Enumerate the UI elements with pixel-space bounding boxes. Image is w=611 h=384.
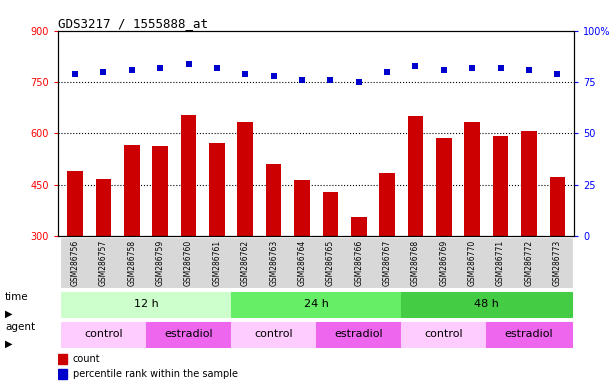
Bar [316, 238, 345, 288]
Bar [231, 322, 316, 346]
Bar [146, 322, 231, 346]
Point [524, 67, 534, 73]
Point [326, 77, 335, 83]
Text: time: time [5, 292, 29, 302]
Point [354, 79, 364, 85]
Text: GSM286771: GSM286771 [496, 240, 505, 286]
Text: estradiol: estradiol [164, 329, 213, 339]
Bar [58, 354, 67, 364]
Text: estradiol: estradiol [334, 329, 383, 339]
Bar [543, 238, 571, 288]
Bar [266, 164, 282, 339]
Bar [61, 322, 146, 346]
Bar [430, 238, 458, 288]
Bar [96, 179, 111, 339]
Bar [549, 177, 565, 339]
Point [467, 65, 477, 71]
Text: GSM286767: GSM286767 [382, 240, 392, 286]
Point [212, 65, 222, 71]
Bar [486, 322, 571, 346]
Text: 24 h: 24 h [304, 299, 329, 309]
Point [439, 67, 448, 73]
Bar [260, 238, 288, 288]
Text: GSM286762: GSM286762 [241, 240, 250, 286]
Bar [464, 122, 480, 339]
Bar [373, 238, 401, 288]
Text: GSM286765: GSM286765 [326, 240, 335, 286]
Bar [401, 238, 430, 288]
Bar [408, 116, 423, 339]
Bar [521, 131, 536, 339]
Text: control: control [84, 329, 123, 339]
Point [127, 67, 137, 73]
Bar [124, 146, 139, 339]
Text: GSM286770: GSM286770 [467, 240, 477, 286]
Bar [379, 173, 395, 339]
Bar [486, 238, 514, 288]
Text: GSM286764: GSM286764 [298, 240, 307, 286]
Text: 12 h: 12 h [134, 299, 158, 309]
Bar [351, 217, 367, 339]
Point [552, 71, 562, 77]
Text: agent: agent [5, 322, 35, 332]
Bar [401, 292, 571, 316]
Text: GSM286768: GSM286768 [411, 240, 420, 286]
Text: GSM286763: GSM286763 [269, 240, 278, 286]
Point [496, 65, 505, 71]
Point [70, 71, 80, 77]
Text: GSM286772: GSM286772 [524, 240, 533, 286]
Text: GSM286769: GSM286769 [439, 240, 448, 286]
Point [240, 71, 250, 77]
Bar [458, 238, 486, 288]
Bar [238, 122, 253, 339]
Text: count: count [73, 354, 100, 364]
Text: GSM286757: GSM286757 [99, 240, 108, 286]
Text: GSM286760: GSM286760 [184, 240, 193, 286]
Bar [323, 192, 338, 339]
Bar [345, 238, 373, 288]
Bar [117, 238, 146, 288]
Bar [203, 238, 231, 288]
Bar [316, 322, 401, 346]
Bar [493, 136, 508, 339]
Bar [436, 137, 452, 339]
Text: GSM286761: GSM286761 [213, 240, 221, 286]
Point [411, 63, 420, 69]
Text: ▶: ▶ [5, 339, 12, 349]
Bar [152, 146, 168, 339]
Bar [61, 292, 231, 316]
Bar [146, 238, 174, 288]
Text: ▶: ▶ [5, 309, 12, 319]
Bar [401, 322, 486, 346]
Bar [58, 369, 67, 379]
Text: GSM286756: GSM286756 [70, 240, 79, 286]
Text: 48 h: 48 h [474, 299, 499, 309]
Text: control: control [425, 329, 463, 339]
Text: percentile rank within the sample: percentile rank within the sample [73, 369, 238, 379]
Bar [514, 238, 543, 288]
Text: GSM286773: GSM286773 [553, 240, 562, 286]
Bar [288, 238, 316, 288]
Point [269, 73, 279, 79]
Point [155, 65, 165, 71]
Bar [181, 114, 196, 339]
Text: GDS3217 / 1555888_at: GDS3217 / 1555888_at [58, 17, 208, 30]
Point [382, 69, 392, 75]
Bar [231, 238, 260, 288]
Text: estradiol: estradiol [505, 329, 554, 339]
Text: GSM286759: GSM286759 [156, 240, 165, 286]
Bar [61, 238, 89, 288]
Text: GSM286758: GSM286758 [127, 240, 136, 286]
Text: control: control [254, 329, 293, 339]
Point [297, 77, 307, 83]
Bar [67, 171, 83, 339]
Point [98, 69, 108, 75]
Bar [231, 292, 401, 316]
Bar [174, 238, 203, 288]
Bar [295, 180, 310, 339]
Text: GSM286766: GSM286766 [354, 240, 364, 286]
Bar [89, 238, 117, 288]
Point [184, 61, 194, 67]
Bar [209, 143, 225, 339]
